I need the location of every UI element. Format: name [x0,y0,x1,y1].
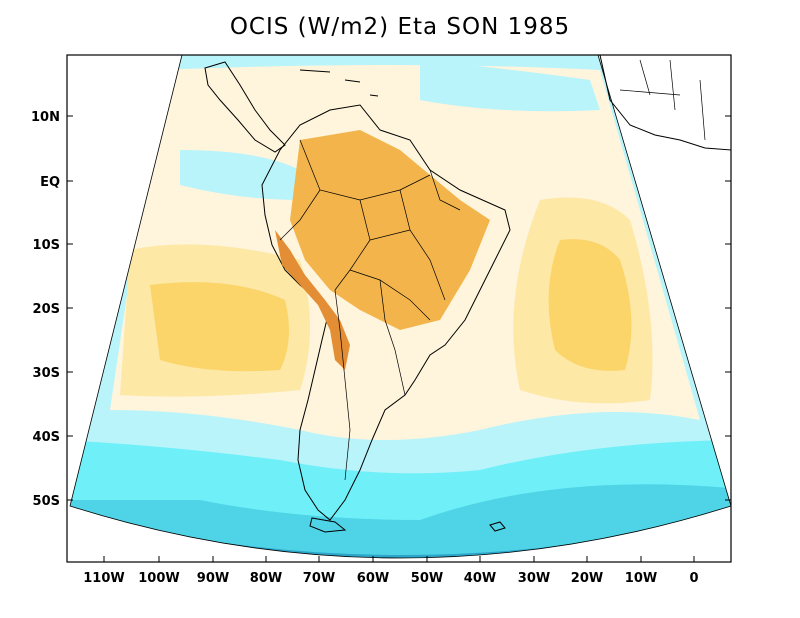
domain-boundary [69,54,732,559]
x-tick-label: 110W [83,571,124,586]
x-tick-label: 50W [411,571,443,586]
caribbean-islands [299,69,379,97]
field-band-yellow-east [548,239,632,371]
central-america-fill [204,61,286,153]
x-tick-label: 40W [464,571,496,586]
y-tick-label: 50S [33,494,60,509]
x-tick-label: 70W [303,571,335,586]
radiation-field [70,55,731,558]
x-tick-label: 30W [518,571,550,586]
x-tick-label: 100W [138,571,179,586]
y-tick-label: 40S [33,430,60,445]
x-axis [103,556,695,562]
x-tick-label: 90W [197,571,229,586]
south-america [204,61,511,533]
country-borders [279,139,461,481]
x-tick-label: 60W [357,571,389,586]
andes-high-radiation [275,230,350,370]
field-band-yellow-west [150,282,289,372]
y-tick-label: 20S [33,302,60,317]
field-cyan-patch-northeast [420,60,600,112]
tierra-del-fuego [309,517,347,533]
map-title: OCIS (W/m2) Eta SON 1985 [229,14,571,40]
y-tick-label: EQ [40,175,60,190]
y-axis [67,115,731,501]
interior-orange [290,130,490,330]
x-tick-label: 80W [250,571,282,586]
x-tick-label: 10W [625,571,657,586]
y-tick-labels: 10N EQ 10S 20S 30S 40S 50S [31,110,60,509]
x-tick-label: 20W [571,571,603,586]
y-tick-label: 30S [33,366,60,381]
y-tick-label: 10N [31,110,60,125]
x-tick-labels: 110W 100W 90W 80W 70W 60W 50W 40W 30W 20… [83,571,698,586]
field-cyan-strip-west [180,150,300,200]
x-tick-label: 0 [689,571,698,586]
falkland-islands [489,521,506,532]
y-tick-label: 10S [33,238,60,253]
